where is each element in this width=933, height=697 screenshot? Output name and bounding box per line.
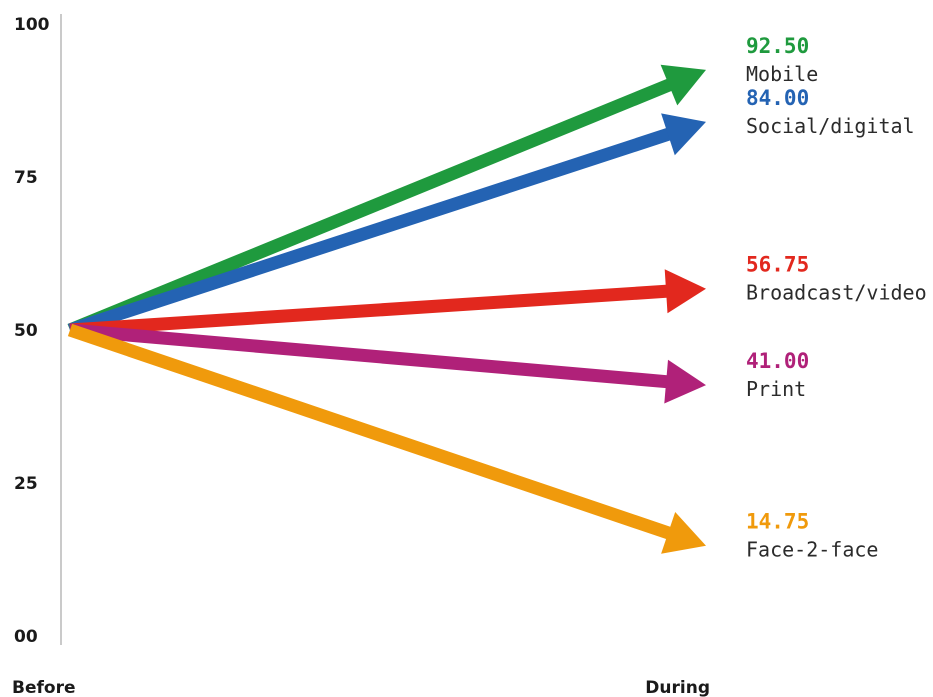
- series-line-social-digital: [67, 127, 672, 337]
- series-value-label: 14.75: [746, 510, 809, 534]
- y-tick-label: 00: [14, 627, 38, 647]
- y-tick-label: 75: [14, 168, 38, 188]
- x-tick-label-before: Before: [12, 678, 75, 697]
- series-name-label: Face-2-face: [746, 538, 878, 562]
- x-tick-label-during: During: [645, 678, 710, 697]
- series-value-label: 56.75: [746, 253, 809, 277]
- series-name-label: Mobile: [746, 62, 818, 86]
- series-value-label: 84.00: [746, 86, 809, 110]
- x-tick-labels: Before During: [12, 678, 710, 697]
- series-value-label: 92.50: [746, 34, 809, 58]
- series-arrowhead-mobile: [660, 64, 706, 106]
- y-tick-label: 50: [14, 321, 38, 341]
- series-arrowhead-face-2-face: [661, 512, 706, 554]
- series-arrows: [67, 64, 706, 554]
- series-value-label: 41.00: [746, 349, 809, 373]
- series-line-face-2-face: [67, 323, 673, 540]
- series-line-print: [69, 323, 669, 389]
- series-arrowhead-social-digital: [661, 113, 706, 156]
- y-tick-label: 100: [14, 15, 50, 35]
- series-arrowhead-broadcast-video: [664, 269, 706, 314]
- series-arrowhead-print: [664, 359, 706, 404]
- series-name-label: Broadcast/video: [746, 281, 927, 305]
- series-line-mobile: [67, 78, 674, 337]
- y-tick-label: 25: [14, 474, 38, 494]
- series-name-label: Print: [746, 377, 806, 401]
- series-name-label: Social/digital: [746, 114, 915, 138]
- y-tick-labels: 00 25 50 75 100: [14, 15, 50, 647]
- series-line-broadcast-video: [69, 284, 669, 337]
